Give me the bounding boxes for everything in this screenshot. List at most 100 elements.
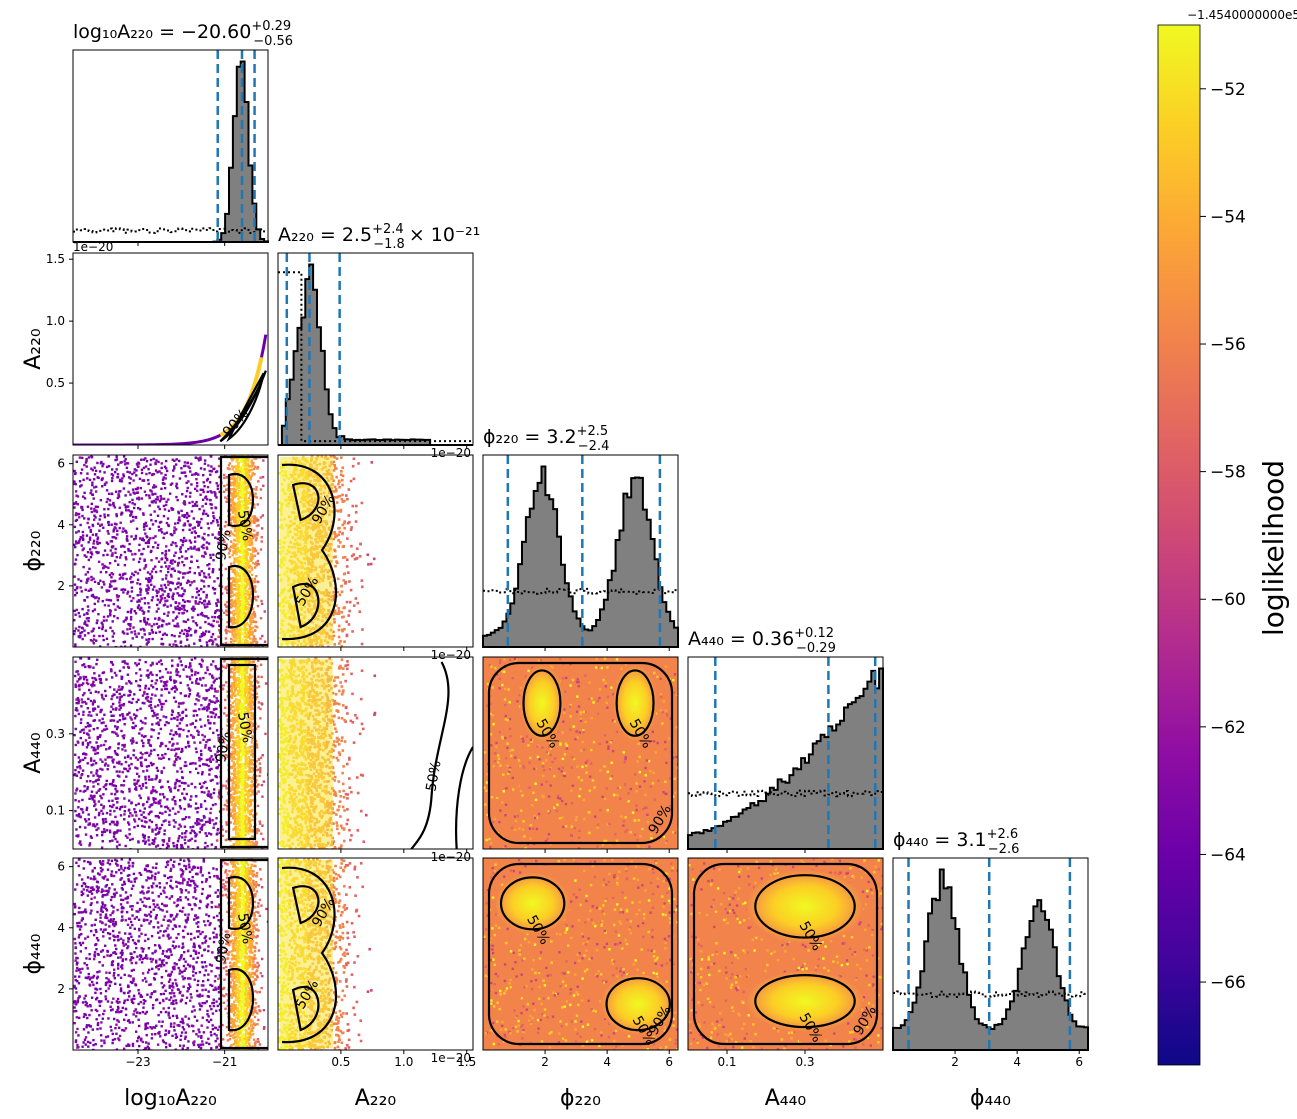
y-tick-label: 6 bbox=[57, 457, 65, 471]
histogram-bars bbox=[278, 263, 473, 446]
contour-90 bbox=[219, 455, 268, 647]
title-phi220: ϕ₂₂₀ = 3.2+2.5 −2.4 bbox=[483, 424, 609, 454]
contour-90 bbox=[692, 862, 879, 1046]
x-tick-label: 4 bbox=[603, 1055, 611, 1069]
colorbar-tick-label: −56 bbox=[1210, 335, 1246, 355]
contour-50 bbox=[227, 875, 255, 931]
x-axis-label-log10A220: log₁₀A₂₂₀ bbox=[124, 1086, 217, 1111]
contour-50 bbox=[227, 472, 255, 528]
contour-50 bbox=[291, 583, 320, 629]
panel-phi440-vs-log10A220: 50%90% bbox=[72, 857, 269, 1051]
colorbar-gradient bbox=[1157, 24, 1201, 1066]
y-axis-label-phi220: ϕ₂₂₀ bbox=[21, 530, 46, 571]
y-axis-label-A440: A₄₄₀ bbox=[21, 732, 46, 774]
x-tick-label: 0.1 bbox=[717, 1055, 736, 1069]
x-offset-label: 1e−20 bbox=[431, 648, 471, 662]
histogram-A440: A₄₄₀ = 0.36+0.12 −0.29 bbox=[687, 626, 884, 850]
colorbar-tick-label: −62 bbox=[1210, 718, 1246, 738]
contour-50 bbox=[754, 974, 856, 1029]
title-A440: A₄₄₀ = 0.36+0.12 −0.29 bbox=[688, 626, 836, 656]
contour-50 bbox=[291, 986, 320, 1032]
axes-frame bbox=[482, 656, 679, 850]
contour-50 bbox=[605, 977, 671, 1032]
x-tick-label: 1.0 bbox=[394, 1055, 413, 1069]
axes-frame bbox=[277, 656, 474, 850]
axes-frame bbox=[72, 252, 269, 446]
x-tick-label: 6 bbox=[665, 1055, 673, 1069]
contour-50 bbox=[410, 661, 450, 849]
x-tick-label: 1.5 bbox=[457, 1055, 476, 1069]
x-offset-label: 1e−20 bbox=[431, 446, 471, 460]
panel-phi220-vs-A220: 90%50% bbox=[277, 454, 474, 648]
contour-label: 50% bbox=[234, 509, 255, 542]
contour-90 bbox=[281, 866, 338, 1044]
axes-frame bbox=[72, 49, 269, 243]
contour-50 bbox=[522, 669, 562, 737]
y-tick-label: 4 bbox=[57, 921, 65, 935]
x-tick-label: 4 bbox=[1013, 1055, 1021, 1069]
axes-frame bbox=[277, 857, 474, 1051]
x-tick-label: 2 bbox=[541, 1055, 549, 1069]
contour-label: 90% bbox=[213, 528, 234, 561]
x-tick-label: −23 bbox=[125, 1055, 150, 1069]
contour-50 bbox=[227, 663, 257, 841]
y-tick-label: 2 bbox=[57, 982, 65, 996]
y-axis-label-phi440: ϕ₄₄₀ bbox=[21, 933, 46, 974]
prior-curve bbox=[483, 587, 678, 595]
x-tick-label: 2 bbox=[951, 1055, 959, 1069]
colorbar-tick-label: −66 bbox=[1210, 973, 1246, 993]
y-tick-label: 2 bbox=[57, 579, 65, 593]
x-tick-label: 0.5 bbox=[331, 1055, 350, 1069]
y-tick-label: 1.5 bbox=[46, 252, 65, 266]
colorbar-label: loglikelihood bbox=[1257, 460, 1290, 636]
panel-A220-vs-log10A220: 90% bbox=[72, 252, 269, 446]
panel-phi220-vs-log10A220: 50%90% bbox=[72, 454, 269, 648]
histogram-log10A220: log₁₀A₂₂₀ = −20.60+0.29 −0.56 bbox=[72, 19, 293, 243]
title-phi440: ϕ₄₄₀ = 3.1+2.6 −2.6 bbox=[893, 827, 1019, 857]
panel-phi440-vs-phi220: 50%50%90% bbox=[482, 857, 679, 1051]
contour-label: 50% bbox=[234, 711, 255, 744]
contour-50 bbox=[615, 669, 655, 737]
y-tick-label: 4 bbox=[57, 518, 65, 532]
x-axis-label-A220: A₂₂₀ bbox=[355, 1086, 397, 1111]
prior-curve bbox=[688, 789, 883, 798]
contour-50 bbox=[499, 876, 566, 931]
y-tick-label: 1.0 bbox=[46, 314, 65, 328]
y-axis-label-A220: A₂₂₀ bbox=[21, 328, 46, 370]
contour-90 bbox=[219, 858, 268, 1050]
panel-A440-vs-log10A220: 50%90% bbox=[72, 656, 269, 850]
histogram-phi220: ϕ₂₂₀ = 3.2+2.5 −2.4 bbox=[482, 424, 679, 648]
histogram-phi440: ϕ₄₄₀ = 3.1+2.6 −2.6 bbox=[892, 827, 1089, 1051]
prior-curve bbox=[278, 271, 473, 443]
x-tick-label: −21 bbox=[212, 1055, 237, 1069]
contour-50 bbox=[227, 565, 255, 629]
title-A220: A₂₂₀ = 2.5+2.4 −1.8 × 10⁻²¹ bbox=[278, 222, 480, 252]
x-offset-label: 1e−20 bbox=[431, 1051, 471, 1065]
axes-frame bbox=[687, 656, 884, 850]
colorbar-tick-label: −64 bbox=[1210, 845, 1246, 865]
panel-A440-vs-phi220: 50% 50%90% bbox=[482, 656, 679, 850]
contour-label: 50% bbox=[234, 912, 255, 945]
contour-label: 90% bbox=[213, 931, 234, 964]
x-tick-label: 6 bbox=[1075, 1055, 1083, 1069]
axes-frame bbox=[72, 454, 269, 648]
title-log10A220: log₁₀A₂₂₀ = −20.60+0.29 −0.56 bbox=[73, 19, 293, 49]
y-tick-label: 0.5 bbox=[46, 376, 65, 390]
contour-90 bbox=[219, 657, 268, 849]
contour-90 bbox=[281, 463, 338, 641]
y-offset-label: 1e−20 bbox=[73, 240, 113, 254]
contour-50 bbox=[455, 746, 473, 849]
panel-phi440-vs-A220: 90%50% bbox=[277, 857, 474, 1051]
histogram-bars bbox=[482, 465, 679, 648]
contour-50 bbox=[291, 482, 320, 522]
colorbar: −1.4540000000e5 loglikelihood −52 −54 −56 −… bbox=[1157, 8, 1297, 1066]
colorbar-tick-label: −52 bbox=[1210, 80, 1246, 100]
colorbar-tick-label: −58 bbox=[1210, 463, 1246, 483]
prior-curve bbox=[73, 227, 268, 235]
x-axis-label-phi220: ϕ₂₂₀ bbox=[560, 1086, 601, 1111]
panel-phi440-vs-A440: 50%50% 90% bbox=[687, 857, 884, 1051]
axes-frame bbox=[72, 857, 269, 1051]
histogram-bars bbox=[892, 868, 1089, 1051]
x-tick-label: 0.3 bbox=[795, 1055, 814, 1069]
